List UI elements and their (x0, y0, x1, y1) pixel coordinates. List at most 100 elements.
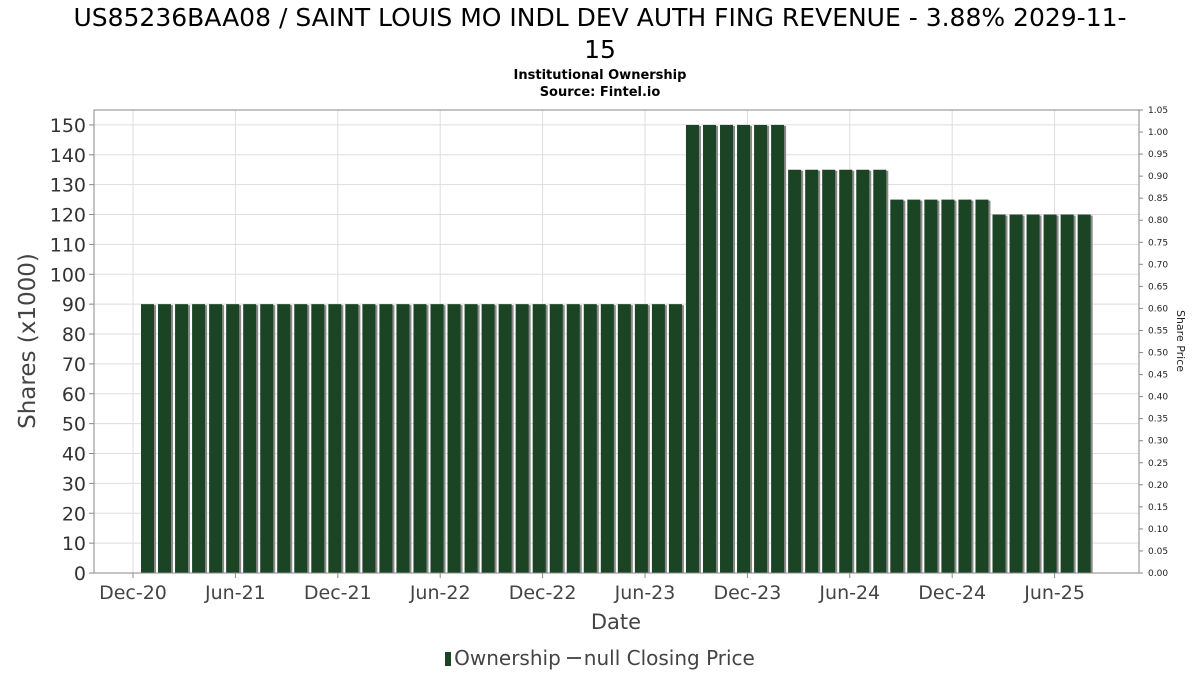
ownership-bar (141, 304, 154, 573)
y2-axis-label: Share Price (1174, 310, 1187, 372)
ownership-bar (634, 304, 648, 573)
ownership-bar (975, 199, 989, 573)
y2-tick-label: 1.05 (1148, 106, 1168, 116)
ownership-bar (277, 304, 291, 573)
ownership-bar (430, 304, 444, 573)
y2-tick-label: 0.65 (1148, 282, 1168, 292)
y2-tick-label: 0.90 (1148, 172, 1168, 182)
ownership-bar (294, 304, 308, 573)
y2-tick-label: 0.20 (1148, 481, 1168, 491)
ownership-bar (209, 304, 223, 573)
legend: Ownership null Closing Price (0, 646, 1200, 670)
y-tick-label: 130 (50, 175, 86, 197)
y-tick-label: 90 (62, 294, 86, 316)
y2-tick-label: 1.00 (1148, 128, 1168, 138)
chart-source: Source: Fintel.io (539, 85, 661, 100)
y-tick-label: 70 (62, 354, 86, 376)
price-legend-label: null Closing Price (583, 646, 755, 670)
ownership-bar (873, 169, 887, 573)
x-tick-label: Jun-24 (818, 582, 880, 604)
y-tick-label: 110 (50, 234, 86, 256)
ownership-bar (498, 304, 512, 573)
ownership-bar (600, 304, 614, 573)
ownership-bar (1060, 214, 1074, 573)
ownership-bar (651, 304, 665, 573)
y2-tick-label: 0.60 (1148, 304, 1168, 314)
y2-tick-label: 0.45 (1148, 371, 1168, 381)
y-tick-label: 150 (50, 115, 86, 137)
y-tick-label: 10 (62, 533, 86, 555)
ownership-bar (549, 304, 563, 573)
y2-tick-label: 0.25 (1148, 459, 1168, 469)
ownership-bar (856, 169, 870, 573)
ownership-bar (890, 199, 904, 573)
x-tick-label: Dec-24 (918, 582, 986, 604)
x-tick-label: Dec-20 (99, 582, 167, 604)
ownership-bar (1077, 214, 1091, 573)
x-tick-label: Dec-22 (509, 582, 577, 604)
ownership-bar (839, 169, 853, 573)
ownership-bar (720, 124, 734, 573)
ownership-bar (617, 304, 631, 573)
ownership-bar (941, 199, 955, 573)
x-tick-label: Jun-21 (204, 582, 266, 604)
y2-tick-label: 0.70 (1148, 260, 1168, 270)
x-tick-label: Jun-23 (614, 582, 676, 604)
ownership-bar (345, 304, 359, 573)
chart-title-line-2: 15 (584, 35, 616, 64)
axes: Dec-20 Jun-21 Dec-21 Jun-22 Dec-22 Jun-23 Dec-… (50, 106, 1169, 604)
ownership-bar (175, 304, 189, 573)
ownership-bar (958, 199, 972, 573)
y-tick-label: 50 (62, 414, 86, 436)
y2-tick-label: 0.40 (1148, 393, 1168, 403)
price-legend-line (566, 657, 581, 659)
ownership-bar (822, 169, 836, 573)
ownership-bar (192, 304, 206, 573)
ownership-bar (260, 304, 274, 573)
x-tick-label: Jun-22 (409, 582, 471, 604)
ownership-bar (907, 199, 921, 573)
ownership-bar (754, 124, 768, 573)
ownership-bar (566, 304, 580, 573)
ownership-bar (532, 304, 546, 573)
y2-tick-label: 0.55 (1148, 326, 1168, 336)
y2-tick-label: 0.00 (1148, 569, 1168, 579)
ownership-bar (328, 304, 342, 573)
ownership-bar (788, 169, 802, 573)
ownership-bar (583, 304, 597, 573)
ownership-bar (1026, 214, 1040, 573)
y2-tick-label: 0.35 (1148, 415, 1168, 425)
y2-tick-label: 0.95 (1148, 150, 1168, 160)
ownership-bar (413, 304, 427, 573)
chart-title-line-1: US85236BAA08 / SAINT LOUIS MO INDL DEV A… (73, 3, 1127, 32)
ownership-bar (379, 304, 393, 573)
ownership-bar (447, 304, 461, 573)
x-tick-label: Dec-23 (713, 582, 781, 604)
y2-tick-label: 0.15 (1148, 503, 1168, 513)
ownership-bar (771, 124, 785, 573)
y-tick-label: 30 (62, 473, 86, 495)
y2-tick-label: 0.10 (1148, 525, 1168, 535)
chart-title: US85236BAA08 / SAINT LOUIS MO INDL DEV A… (0, 2, 1200, 66)
y2-tick-label: 0.80 (1148, 216, 1168, 226)
plot-frame (93, 109, 1140, 574)
ownership-bar (805, 169, 819, 573)
x-tick-label: Jun-25 (1023, 582, 1085, 604)
y2-tick-label: 0.30 (1148, 437, 1168, 447)
ownership-bar (685, 124, 699, 573)
chart-subtitle: Institutional Ownership (513, 68, 687, 83)
y-tick-label: 100 (50, 264, 86, 286)
y-tick-label: 20 (62, 503, 86, 525)
y-tick-label: 120 (50, 205, 86, 227)
y-tick-label: 60 (62, 384, 86, 406)
ownership-legend-swatch (445, 652, 452, 666)
ownership-bar (515, 304, 529, 573)
ownership-bar (243, 304, 257, 573)
ownership-bar (1043, 214, 1057, 573)
ownership-bar (702, 124, 716, 573)
ownership-bar (481, 304, 495, 573)
y2-tick-label: 0.75 (1148, 238, 1168, 248)
ownership-bar (311, 304, 325, 573)
ownership-bar (158, 304, 172, 573)
